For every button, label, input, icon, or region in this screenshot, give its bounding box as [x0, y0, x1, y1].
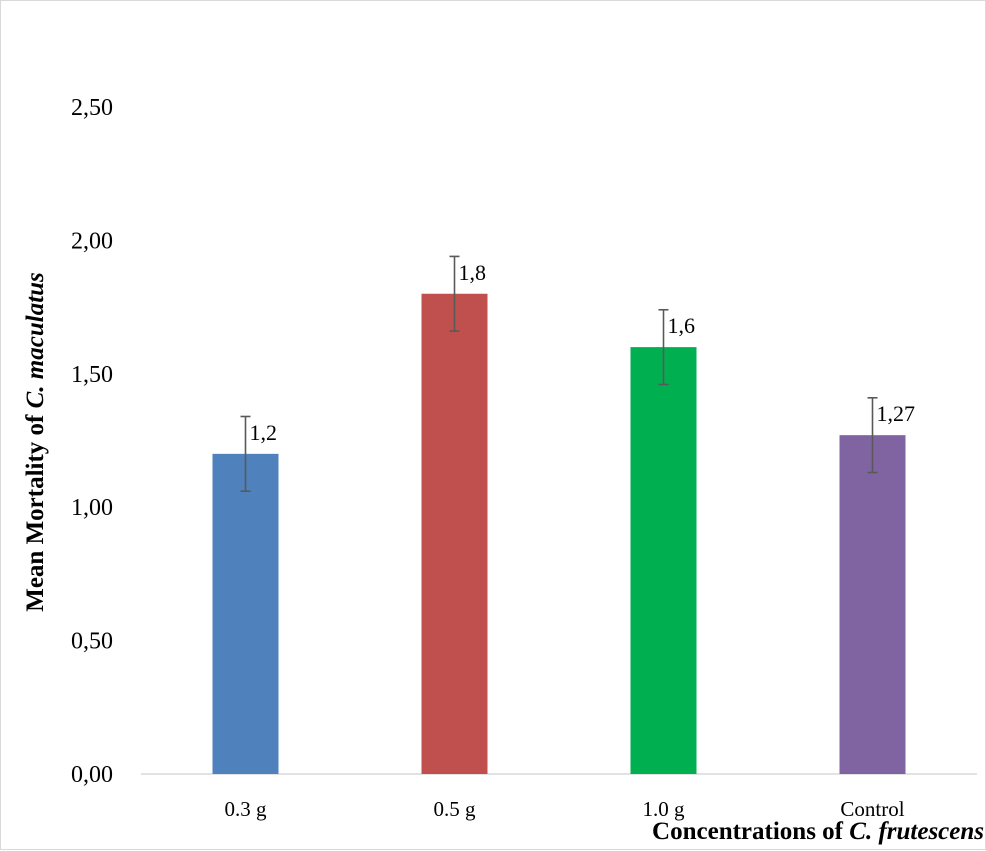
- error-bars: [240, 255, 878, 492]
- error-bar: [658, 308, 669, 386]
- error-bar: [449, 255, 460, 332]
- y-tick-label: 2,00: [71, 228, 113, 254]
- bar: [421, 293, 488, 774]
- y-axis-ticks: 0,00 0,50 1,00 1,50 2,00 2,50: [71, 95, 113, 788]
- y-tick-label: 0,00: [71, 762, 113, 788]
- y-tick-label: 1,00: [71, 495, 113, 521]
- y-tick-label: 1,50: [71, 362, 113, 388]
- x-axis-title-species: C. frutescens: [849, 818, 984, 845]
- y-axis-title-species: C. maculatus: [22, 272, 49, 408]
- y-axis-title-prefix: Mean Mortality of: [22, 408, 49, 611]
- x-category-label: 1.0 g: [643, 797, 686, 821]
- x-category-label: 0.3 g: [225, 797, 268, 821]
- data-labels: 1,2 1,8 1,6 1,27: [250, 260, 916, 445]
- y-tick-label: 2,50: [71, 95, 113, 121]
- y-tick-label: 0,50: [71, 629, 113, 655]
- bar: [630, 347, 697, 774]
- x-axis-categories: 0.3 g 0.5 g 1.0 g Control: [225, 797, 905, 821]
- error-bar: [240, 415, 251, 492]
- data-label: 1,2: [250, 420, 278, 445]
- bar: [212, 453, 279, 774]
- bars: [212, 293, 906, 774]
- x-axis-title-prefix: Concentrations of: [652, 818, 849, 845]
- bar: [839, 435, 906, 774]
- x-axis-title: Concentrations of C. frutescens: [652, 818, 984, 845]
- data-label: 1,8: [459, 260, 487, 285]
- data-label: 1,27: [877, 401, 916, 426]
- y-axis-title: Mean Mortality of C. maculatus: [22, 272, 49, 612]
- error-bar: [867, 397, 878, 474]
- x-category-label: 0.5 g: [434, 797, 477, 821]
- data-label: 1,6: [668, 313, 696, 338]
- x-category-label: Control: [840, 797, 904, 821]
